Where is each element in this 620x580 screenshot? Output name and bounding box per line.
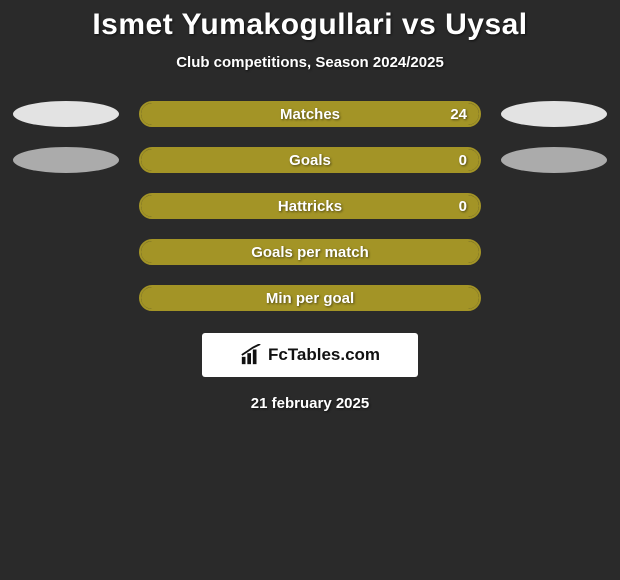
stat-bar-hattricks: Hattricks 0: [139, 193, 481, 219]
spacer: [501, 239, 607, 265]
date-text: 21 february 2025: [0, 395, 620, 412]
stat-value: 0: [459, 149, 467, 171]
stat-label: Goals: [289, 152, 331, 169]
comparison-card: Ismet Yumakogullari vs Uysal Club compet…: [0, 0, 620, 412]
stat-value: 0: [459, 195, 467, 217]
stat-row: Hattricks 0: [8, 193, 612, 219]
stat-row: Goals per match: [8, 239, 612, 265]
brand-text: FcTables.com: [268, 345, 380, 365]
spacer: [501, 285, 607, 311]
stat-bar-goals-per-match: Goals per match: [139, 239, 481, 265]
stats-list: Matches 24 Goals 0 Hattricks 0: [0, 101, 620, 311]
stat-label: Hattricks: [278, 198, 342, 215]
player-right-marker: [501, 101, 607, 127]
chart-icon: [240, 344, 262, 366]
player-left-marker: [13, 101, 119, 127]
stat-bar-min-per-goal: Min per goal: [139, 285, 481, 311]
stat-bar-matches: Matches 24: [139, 101, 481, 127]
player-right-marker: [501, 147, 607, 173]
stat-row: Min per goal: [8, 285, 612, 311]
stat-bar-goals: Goals 0: [139, 147, 481, 173]
spacer: [501, 193, 607, 219]
brand-badge[interactable]: FcTables.com: [202, 333, 418, 377]
stat-row: Matches 24: [8, 101, 612, 127]
spacer: [13, 239, 119, 265]
stat-row: Goals 0: [8, 147, 612, 173]
page-subtitle: Club competitions, Season 2024/2025: [0, 54, 620, 71]
stat-label: Min per goal: [266, 290, 354, 307]
stat-value: 24: [450, 103, 467, 125]
spacer: [13, 285, 119, 311]
page-title: Ismet Yumakogullari vs Uysal: [0, 8, 620, 42]
stat-label: Goals per match: [251, 244, 369, 261]
spacer: [13, 193, 119, 219]
stat-label: Matches: [280, 106, 340, 123]
player-left-marker: [13, 147, 119, 173]
